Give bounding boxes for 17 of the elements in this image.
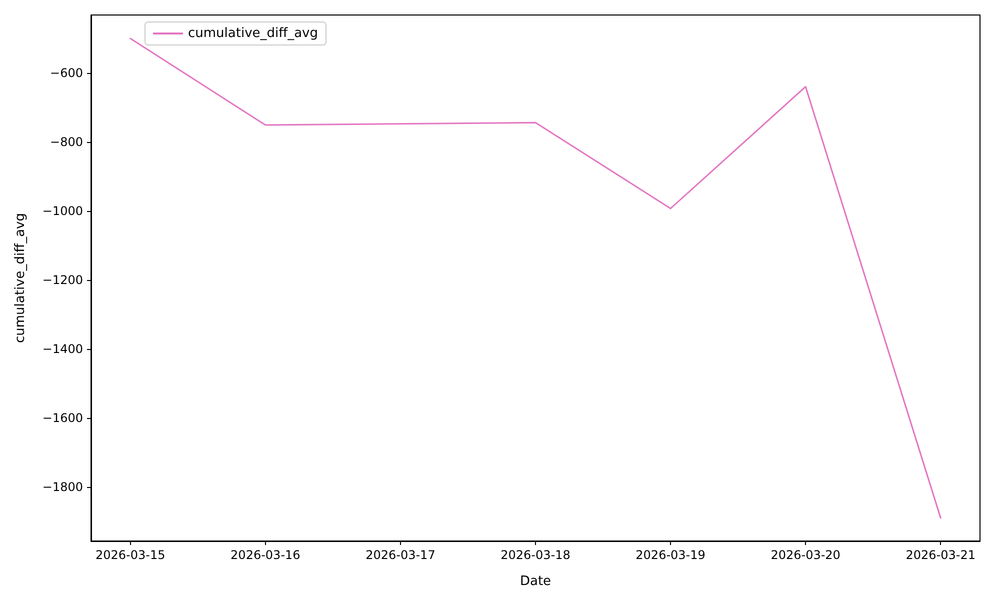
y-tick-label: −1200 [42,272,83,287]
y-tick-label: −1800 [42,480,83,494]
x-tick-label: 2026-03-15 [96,548,166,562]
y-tick-label: −1400 [42,342,83,356]
x-tick-label: 2026-03-19 [636,548,706,562]
y-tick-label: −1600 [42,410,83,425]
x-tick-label: 2026-03-16 [230,548,300,562]
x-axis-title: Date [520,574,552,589]
x-tick-label: 2026-03-17 [366,548,436,562]
x-tick-label: 2026-03-21 [906,548,976,562]
y-axis-title: cumulative_diff_avg [13,213,28,343]
y-tick-label: −1000 [42,204,83,218]
y-tick-label: −800 [50,134,83,149]
y-tick-label: −600 [50,66,83,80]
x-tick-label: 2026-03-20 [770,548,840,562]
x-tick-label: 2026-03-18 [500,548,570,562]
legend-label: cumulative_diff_avg [188,26,318,41]
